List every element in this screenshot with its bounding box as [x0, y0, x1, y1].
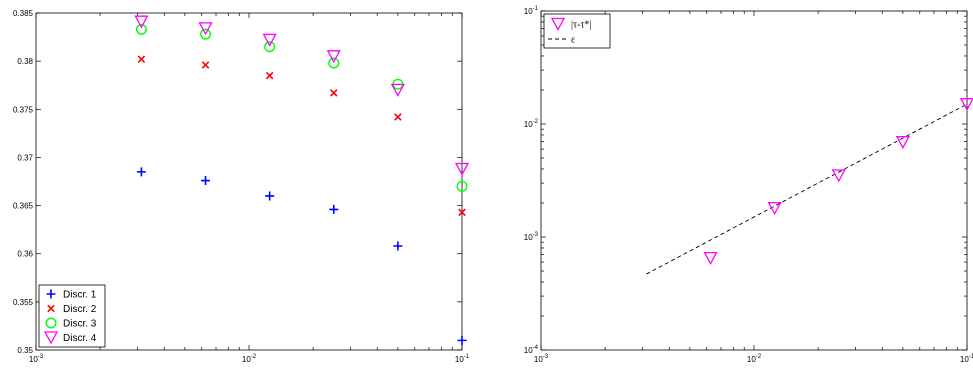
data-point — [136, 167, 146, 177]
x-tick-label: 10-3 — [29, 354, 44, 364]
y-tick-label-exponent: -1 — [533, 6, 539, 12]
data-point — [137, 55, 146, 63]
legend — [38, 284, 106, 348]
data-point — [198, 22, 213, 36]
x-tick-label: 10-2 — [242, 354, 257, 364]
y-tick-label: 10-1 — [524, 6, 539, 16]
x-tick-label-base: 10 — [455, 355, 464, 364]
data-point — [326, 50, 341, 64]
data-point — [393, 241, 403, 251]
x-tick-label: 10-1 — [960, 354, 973, 364]
data-point — [959, 97, 973, 111]
y-tick-label: 0.365 — [13, 202, 34, 211]
x-tick-label-exponent: -1 — [464, 354, 470, 360]
x-tick-label-base: 10 — [242, 355, 251, 364]
data-point — [767, 202, 782, 216]
reference-line — [646, 103, 968, 275]
data-point — [457, 335, 467, 345]
y-tick-label-exponent: -4 — [533, 345, 539, 351]
legend-label: |τ-τ*| — [571, 20, 591, 31]
y-tick-label: 0.38 — [17, 57, 33, 66]
x-tick-label-exponent: -2 — [756, 354, 762, 360]
y-tick-label-base: 10 — [524, 346, 533, 355]
data-point — [262, 33, 277, 47]
legend-label: Discr. 2 — [63, 304, 97, 315]
y-tick-label-base: 10 — [524, 120, 533, 129]
y-tick-label-base: 10 — [524, 7, 533, 16]
data-point — [134, 15, 149, 29]
data-point — [265, 191, 275, 201]
x-tick-label-exponent: -3 — [543, 354, 549, 360]
y-tick-label: 10-3 — [524, 232, 539, 242]
data-point — [329, 204, 339, 214]
data-point — [458, 208, 466, 217]
legend-marker — [47, 304, 55, 313]
y-tick-label-base: 10 — [524, 233, 533, 242]
x-tick-label-base: 10 — [534, 355, 543, 364]
y-tick-label: 0.375 — [13, 105, 34, 114]
x-tick-label-base: 10 — [960, 355, 969, 364]
legend-label: Discr. 4 — [63, 333, 97, 344]
y-tick-label: 10-2 — [524, 119, 539, 129]
x-tick-label-exponent: -2 — [251, 354, 257, 360]
legend-marker — [43, 331, 59, 345]
y-tick-label-exponent: -3 — [533, 232, 539, 238]
data-point — [394, 113, 402, 121]
chart-right: 10-3 10-2 10-110-410-310-210-1|τ-τ*|ε — [524, 6, 973, 364]
legend-marker — [45, 317, 57, 329]
plot-area — [540, 10, 968, 351]
data-point — [265, 71, 274, 80]
y-tick-label: 0.385 — [13, 9, 34, 18]
legend-label: ε — [571, 35, 575, 46]
data-point — [456, 180, 468, 192]
legend — [543, 13, 611, 49]
y-tick-label: 10-4 — [524, 345, 539, 355]
y-tick-label: 0.36 — [17, 250, 33, 259]
y-tick-label: 0.35 — [17, 346, 33, 355]
x-tick-label-exponent: -1 — [969, 354, 973, 360]
x-tick-label: 10-1 — [455, 354, 470, 364]
data-point — [201, 61, 210, 69]
data-point — [390, 83, 405, 97]
data-point — [200, 28, 212, 40]
chart-left: 10-3 10-2 10-10.350.3550.360.3650.370.3750… — [13, 9, 470, 364]
data-point — [454, 162, 470, 176]
data-point — [895, 136, 910, 150]
x-tick-label: 10-2 — [747, 354, 762, 364]
plot-area — [35, 12, 463, 351]
data-point — [703, 251, 718, 265]
legend-label: Discr. 3 — [63, 319, 97, 330]
data-point — [201, 176, 211, 186]
x-tick-label-base: 10 — [29, 355, 38, 364]
legend-marker — [550, 17, 566, 31]
data-point — [135, 23, 147, 35]
data-point — [329, 89, 338, 97]
y-tick-label: 0.37 — [17, 153, 33, 162]
x-tick-label-exponent: -3 — [38, 354, 44, 360]
x-tick-label: 10-3 — [534, 354, 549, 364]
x-tick-label-base: 10 — [747, 355, 756, 364]
legend-label: Discr. 1 — [63, 290, 97, 301]
data-point — [831, 169, 846, 183]
y-tick-label: 0.355 — [13, 298, 34, 307]
data-point — [264, 41, 276, 53]
y-tick-label-exponent: -2 — [533, 119, 539, 125]
data-point — [328, 57, 340, 69]
legend-marker — [46, 289, 56, 299]
